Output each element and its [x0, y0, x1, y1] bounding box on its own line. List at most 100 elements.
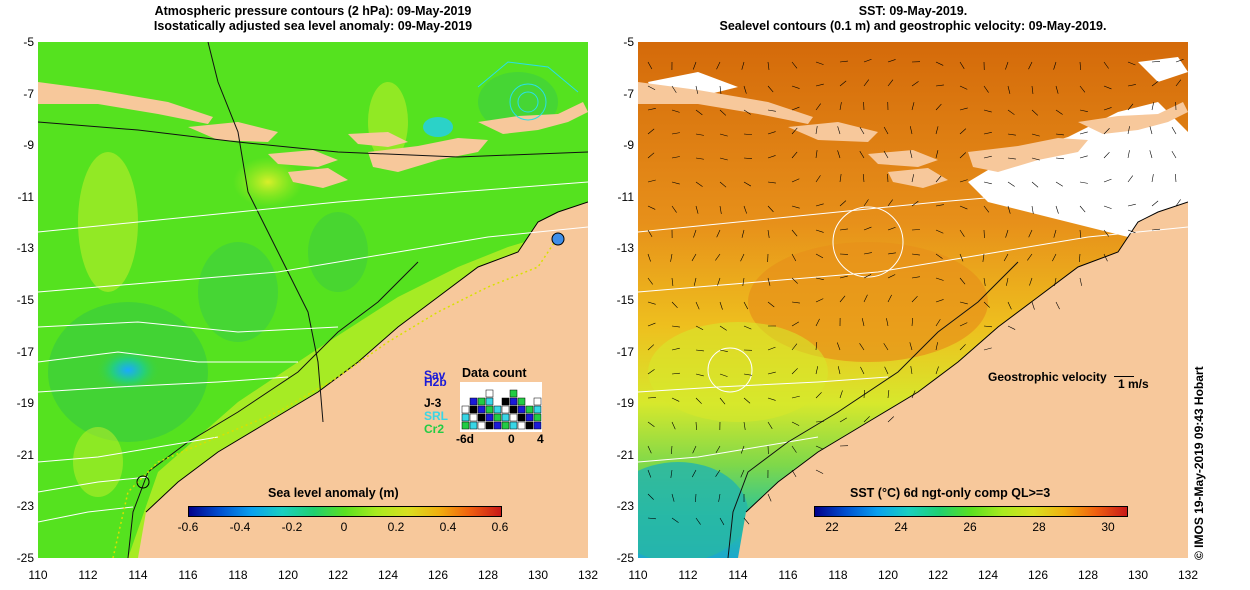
data-count-cell [469, 405, 478, 414]
velocity-arrow [719, 325, 727, 331]
right-y-tick: -15 [616, 293, 634, 307]
velocity-arrow [982, 253, 985, 262]
data-count-cell [533, 405, 542, 414]
velocity-arrow [695, 349, 704, 352]
velocity-arrow [883, 126, 889, 135]
velocity-arrow [1171, 126, 1177, 135]
velocity-arrow [767, 85, 774, 93]
velocity-arrow [791, 205, 800, 209]
velocity-arrow [767, 205, 774, 213]
velocity-arrow [911, 390, 916, 399]
velocity-arrow [886, 318, 889, 327]
velocity-arrow [983, 132, 992, 135]
velocity-arrow [815, 469, 824, 474]
velocity-arrow [1031, 181, 1039, 188]
data-count-cell [477, 397, 486, 406]
velocity-arrow [1007, 205, 1011, 214]
velocity-arrow [883, 150, 889, 159]
right-y-tick: -9 [623, 138, 634, 153]
right-colorbar [814, 506, 1128, 517]
velocity-arrow [1054, 277, 1057, 286]
velocity-arrow [887, 59, 896, 63]
data-count-cell [517, 413, 526, 422]
velocity-arrow [911, 200, 919, 207]
velocity-arrow [1079, 131, 1088, 135]
data-count-cell [493, 421, 502, 430]
velocity-arrow [959, 85, 968, 90]
velocity-arrow [671, 301, 678, 308]
velocity-arrow [884, 366, 889, 375]
data-count-cell [501, 421, 510, 430]
velocity-arrow [1031, 205, 1034, 214]
data-count-tick-start: -6d [456, 432, 474, 446]
velocity-arrow [815, 342, 818, 351]
velocity-arrow [670, 469, 673, 478]
velocity-arrow [647, 205, 656, 210]
velocity-arrow [719, 109, 727, 116]
velocity-arrow [836, 342, 841, 351]
velocity-arrow [935, 175, 942, 183]
velocity-arrow [959, 277, 966, 285]
velocity-arrow [692, 61, 697, 70]
velocity-arrow [1007, 325, 1016, 330]
velocity-arrow [1151, 80, 1159, 87]
velocity-arrow [695, 421, 697, 430]
velocity-arrow [743, 157, 752, 159]
velocity-arrow [1127, 150, 1130, 159]
velocity-arrow [959, 107, 968, 111]
velocity-arrow [791, 277, 798, 284]
velocity-arrow [863, 226, 872, 231]
velocity-arrow [693, 229, 697, 238]
velocity-arrow [1175, 79, 1182, 87]
velocity-arrow [959, 301, 968, 305]
velocity-arrow [1007, 301, 1012, 310]
velocity-legend-label: Geostrophic velocity [988, 370, 1107, 384]
velocity-legend: Geostrophic velocity [988, 370, 1135, 384]
velocity-arrow [670, 253, 673, 262]
velocity-arrow [716, 229, 721, 238]
velocity-arrow [863, 274, 872, 279]
velocity-arrow [695, 85, 699, 94]
velocity-arrow [695, 373, 704, 377]
velocity-arrow [1027, 253, 1033, 261]
velocity-arrow [1175, 59, 1184, 63]
velocity-arrow [791, 343, 798, 351]
velocity-arrow [1127, 203, 1136, 207]
right-title-line2: Sealevel contours (0.1 m) and geostrophi… [719, 19, 1107, 33]
velocity-arrow [695, 181, 703, 187]
velocity-arrow [695, 493, 697, 502]
velocity-arrow [959, 344, 966, 351]
credit-text: © IMOS 19-May-2019 09:43 Hobart [1192, 366, 1206, 560]
velocity-arrow [1151, 174, 1154, 183]
velocity-arrow [1127, 175, 1134, 183]
right-title-line1: SST: 09-May-2019. [858, 4, 968, 18]
velocity-arrow [767, 61, 770, 70]
velocity-arrow [935, 319, 941, 327]
right-y-tick: -7 [623, 86, 634, 101]
velocity-arrow [791, 85, 800, 89]
data-count-cell [485, 397, 494, 406]
velocity-arrow [791, 368, 798, 375]
velocity-arrow [1127, 103, 1134, 111]
velocity-arrow [863, 252, 872, 255]
velocity-arrow [695, 397, 702, 404]
velocity-arrow [767, 421, 773, 429]
data-count-cell [501, 413, 510, 422]
velocity-arrow [815, 203, 824, 207]
velocity-arrow [647, 493, 654, 500]
velocity-arrow [1055, 133, 1064, 136]
velocity-arrow [839, 60, 848, 63]
velocity-arrow [1103, 128, 1110, 135]
velocity-arrow [909, 150, 913, 159]
velocity-arrow [1151, 200, 1159, 207]
velocity-arrow [1151, 102, 1154, 111]
left-y-tick: -23 [16, 499, 34, 514]
velocity-arrow [1007, 157, 1016, 160]
left-y-tick: -19 [16, 396, 34, 411]
velocity-arrow [791, 106, 800, 111]
left-colorbar-tick: -0.4 [229, 520, 251, 534]
velocity-arrow [671, 277, 674, 286]
velocity-arrow [815, 253, 824, 259]
velocity-arrow [909, 342, 913, 351]
left-colorbar-tick: 0.6 [491, 520, 509, 534]
